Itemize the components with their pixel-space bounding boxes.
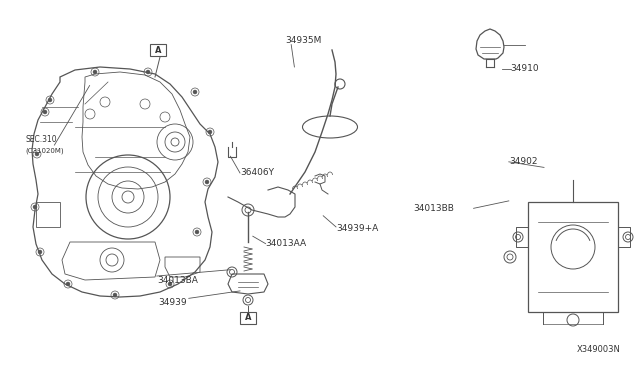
Text: 34013BB: 34013BB — [413, 204, 454, 213]
Circle shape — [205, 180, 209, 184]
Circle shape — [33, 205, 37, 209]
Circle shape — [168, 282, 172, 286]
Text: 34910: 34910 — [511, 64, 540, 73]
Text: 34939: 34939 — [159, 298, 188, 307]
Circle shape — [66, 282, 70, 286]
Circle shape — [113, 293, 117, 297]
Text: 34902: 34902 — [509, 157, 538, 166]
Text: X349003N: X349003N — [577, 345, 621, 354]
Circle shape — [146, 70, 150, 74]
Text: 34939+A: 34939+A — [336, 224, 378, 233]
Text: SEC.310: SEC.310 — [26, 135, 57, 144]
Text: 36406Y: 36406Y — [240, 169, 274, 177]
Circle shape — [35, 152, 39, 156]
Circle shape — [48, 98, 52, 102]
Circle shape — [93, 70, 97, 74]
Circle shape — [193, 90, 197, 94]
Circle shape — [208, 130, 212, 134]
Text: 34013BA: 34013BA — [157, 276, 198, 285]
Circle shape — [43, 110, 47, 114]
Text: 34935M: 34935M — [285, 36, 321, 45]
Text: (C31020M): (C31020M) — [26, 147, 64, 154]
Text: A: A — [244, 314, 252, 323]
Text: 34013AA: 34013AA — [266, 239, 307, 248]
Text: A: A — [155, 45, 161, 55]
Circle shape — [195, 230, 199, 234]
Circle shape — [38, 250, 42, 254]
